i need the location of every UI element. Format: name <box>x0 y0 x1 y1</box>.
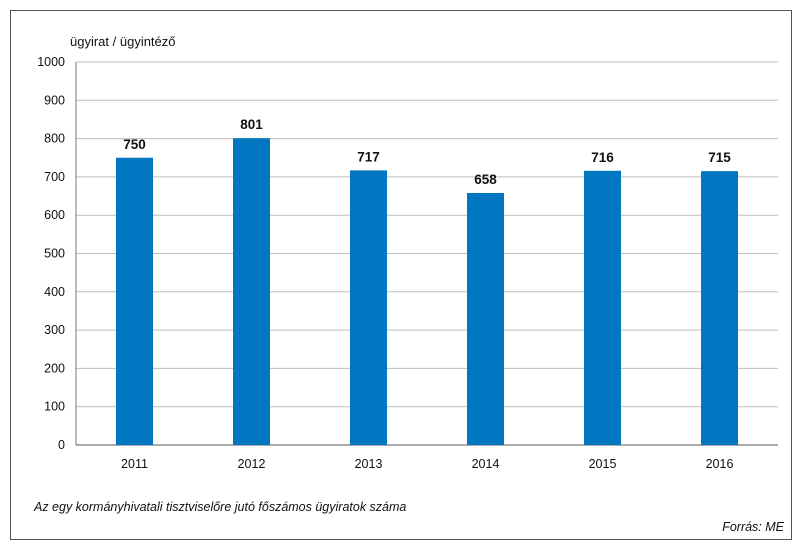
y-tick-label: 700 <box>44 170 65 184</box>
data-label: 750 <box>123 137 146 152</box>
data-label: 658 <box>474 172 497 187</box>
bar-2013 <box>350 170 387 445</box>
y-tick-label: 900 <box>44 93 65 107</box>
bar-2016 <box>701 171 738 445</box>
y-tick-label: 500 <box>44 247 65 261</box>
y-tick-label: 600 <box>44 208 65 222</box>
x-tick-label: 2015 <box>589 457 617 471</box>
y-tick-label: 0 <box>58 438 65 452</box>
data-label: 717 <box>357 149 380 164</box>
data-label: 715 <box>708 150 731 165</box>
x-tick-label: 2013 <box>355 457 383 471</box>
y-tick-label: 800 <box>44 132 65 146</box>
data-label: 716 <box>591 150 614 165</box>
bar-2011 <box>116 157 153 445</box>
x-tick-label: 2011 <box>121 457 148 471</box>
y-tick-label: 300 <box>44 323 65 337</box>
y-axis-label: ügyirat / ügyintéző <box>70 34 176 49</box>
bar-2014 <box>467 192 504 445</box>
bar-2012 <box>233 138 270 446</box>
x-tick-label: 2012 <box>238 457 266 471</box>
y-tick-label: 1000 <box>37 55 65 69</box>
bar-2015 <box>584 170 621 445</box>
y-tick-label: 200 <box>44 361 65 375</box>
y-tick-label: 400 <box>44 285 65 299</box>
x-tick-label: 2016 <box>706 457 734 471</box>
y-tick-label: 100 <box>44 400 65 414</box>
source-note: Forrás: ME <box>722 520 784 534</box>
x-tick-label: 2014 <box>472 457 500 471</box>
chart-caption: Az egy kormányhivatali tisztviselőre jut… <box>34 500 407 514</box>
data-label: 801 <box>240 117 263 132</box>
